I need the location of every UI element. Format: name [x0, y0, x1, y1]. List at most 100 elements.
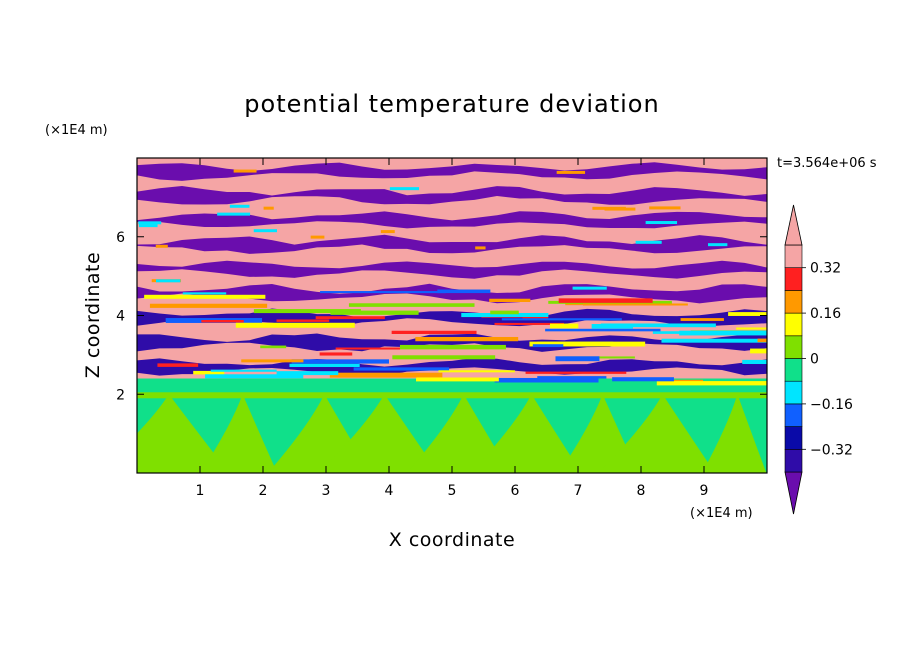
field-streak — [210, 369, 277, 372]
field-interface — [137, 392, 767, 399]
field-streak — [157, 363, 199, 367]
field-plume — [137, 394, 230, 473]
field-streak — [335, 347, 401, 350]
field-streak — [276, 319, 330, 322]
field-streak — [241, 359, 304, 363]
colorbar-swatch — [784, 448, 803, 473]
colorbar-swatch — [784, 244, 803, 269]
field-streak — [182, 292, 227, 295]
field-streak — [205, 374, 304, 379]
field-streak — [545, 328, 661, 332]
field-streak — [494, 377, 599, 383]
y-axis-ticks: 2 4 6 — [116, 230, 767, 403]
field-streak — [291, 359, 389, 364]
colorbar-label: 0.32 — [810, 261, 841, 277]
field-streak — [750, 348, 767, 354]
field-streak — [315, 316, 385, 320]
field-plume — [318, 394, 439, 473]
field-streak — [600, 323, 716, 328]
field-streak — [260, 345, 287, 349]
field-band — [137, 260, 767, 279]
field-streak — [416, 377, 499, 382]
field-streak — [529, 341, 646, 347]
field-streak — [149, 303, 268, 308]
field-streak — [572, 286, 607, 290]
field-streak — [253, 229, 277, 233]
field-streak — [253, 309, 361, 314]
field-streak — [155, 279, 181, 283]
field-streak — [330, 310, 419, 315]
field-streak — [138, 221, 162, 225]
x-tick-label: 8 — [637, 483, 646, 499]
field-streak — [437, 289, 491, 294]
field-streak — [494, 322, 564, 325]
colorbar-swatch — [784, 426, 803, 450]
colorbar-extend-low — [784, 471, 803, 515]
field-plume — [702, 394, 767, 473]
field-streak — [708, 243, 728, 247]
y-axis-label: Z coordinate — [82, 252, 104, 378]
colorbar-extend-high — [784, 204, 803, 246]
colorbar: −0.32 −0.16 0 0.16 0.32 — [784, 204, 853, 515]
field-streak — [233, 169, 257, 173]
field-streak — [649, 206, 681, 210]
colorbar-swatch — [784, 290, 803, 314]
field-streak — [217, 212, 251, 216]
field-streak — [490, 310, 519, 315]
x-axis-ticks: 1 2 3 4 5 6 7 8 9 — [196, 158, 709, 499]
y-tick-label: 4 — [116, 309, 125, 325]
field-streak — [201, 319, 244, 323]
field-streak — [582, 303, 688, 306]
field-streak — [656, 381, 767, 386]
field-streak — [612, 377, 674, 382]
colorbar-swatch — [784, 335, 803, 359]
x-tick-label: 1 — [196, 483, 205, 499]
colorbar-swatch — [784, 358, 803, 382]
field-streak — [235, 322, 355, 328]
field-streak — [475, 246, 486, 250]
x-axis-unit: (×1E4 m) — [690, 506, 753, 521]
field-streak — [263, 206, 274, 210]
field-streak — [193, 370, 225, 375]
field-streak — [380, 230, 395, 234]
field-streak — [438, 370, 515, 373]
field-band — [137, 211, 767, 229]
x-tick-label: 4 — [385, 483, 394, 499]
field-streak — [138, 224, 158, 228]
field-plume — [598, 394, 716, 473]
field-streak — [679, 330, 767, 336]
field-plume — [470, 394, 582, 473]
field-streak — [604, 207, 636, 211]
field-band — [137, 283, 767, 304]
colorbar-label: 0.16 — [810, 306, 841, 322]
field-streak — [736, 327, 767, 330]
colorbar-label: 0 — [810, 352, 819, 368]
field-band — [137, 234, 767, 254]
field-plume — [406, 394, 511, 473]
colorbar-swatch — [784, 380, 803, 405]
time-label: t=3.564e+06 s — [777, 156, 877, 171]
field-streak — [728, 312, 767, 316]
x-tick-label: 6 — [511, 483, 520, 499]
field-streak — [276, 371, 339, 376]
x-tick-label: 9 — [700, 483, 709, 499]
y-tick-label: 6 — [116, 230, 125, 246]
x-tick-label: 2 — [259, 483, 268, 499]
field-streak — [392, 355, 496, 360]
field-streak — [537, 376, 607, 379]
x-axis-label: X coordinate — [389, 529, 515, 551]
field-streak — [353, 367, 450, 371]
field-streak — [389, 187, 420, 191]
field-streak — [319, 352, 353, 356]
field-streak — [591, 324, 634, 329]
field-streak — [501, 318, 622, 321]
field-streak — [310, 235, 325, 239]
field-streak — [415, 336, 519, 342]
field-streak — [661, 338, 767, 343]
colorbar-label: −0.16 — [810, 397, 853, 413]
chart-title: potential temperature deviation — [244, 90, 659, 118]
field-streak — [558, 298, 653, 303]
field-streak — [289, 363, 360, 368]
colorbar-label: −0.32 — [810, 442, 853, 458]
